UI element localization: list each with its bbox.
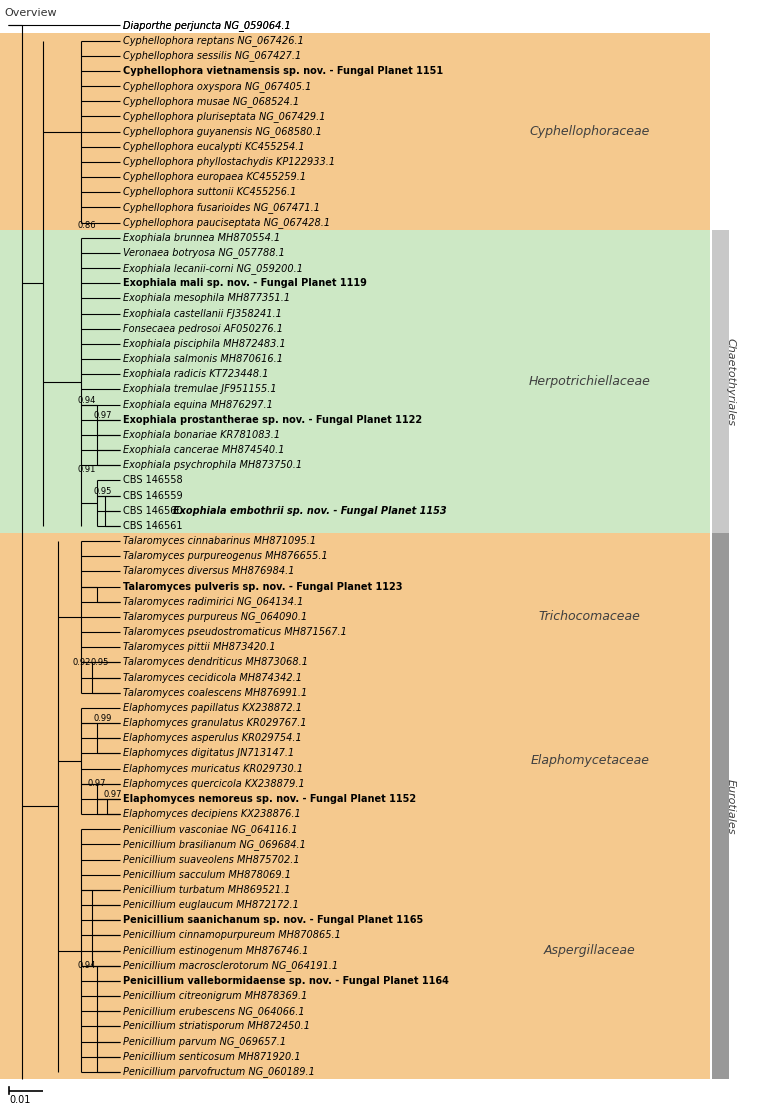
Text: Penicillium citreonigrum MH878369.1: Penicillium citreonigrum MH878369.1 bbox=[123, 991, 307, 1001]
Text: Aspergillaceae: Aspergillaceae bbox=[544, 944, 636, 957]
Text: Exophiala lecanii-corni NG_059200.1: Exophiala lecanii-corni NG_059200.1 bbox=[123, 263, 303, 274]
Text: Talaromyces coalescens MH876991.1: Talaromyces coalescens MH876991.1 bbox=[123, 687, 307, 697]
Text: Veronaea botryosa NG_057788.1: Veronaea botryosa NG_057788.1 bbox=[123, 248, 285, 259]
Text: Penicillium saanichanum sp. nov. - Fungal Planet 1165: Penicillium saanichanum sp. nov. - Funga… bbox=[123, 915, 423, 925]
Text: Cyphellophora fusarioides NG_067471.1: Cyphellophora fusarioides NG_067471.1 bbox=[123, 202, 320, 213]
Text: Cyphellophora europaea KC455259.1: Cyphellophora europaea KC455259.1 bbox=[123, 172, 306, 182]
Text: Elaphomyces decipiens KX238876.1: Elaphomyces decipiens KX238876.1 bbox=[123, 809, 300, 819]
Text: Cyphellophora vietnamensis sp. nov. - Fungal Planet 1151: Cyphellophora vietnamensis sp. nov. - Fu… bbox=[123, 66, 443, 76]
Text: Elaphomyces granulatus KR029767.1: Elaphomyces granulatus KR029767.1 bbox=[123, 718, 307, 728]
Text: Exophiala mali sp. nov. - Fungal Planet 1119: Exophiala mali sp. nov. - Fungal Planet … bbox=[123, 278, 366, 288]
Text: Cyphellophora reptans NG_067426.1: Cyphellophora reptans NG_067426.1 bbox=[123, 35, 303, 46]
Bar bbox=[0, 701, 710, 822]
Text: Exophiala embothrii sp. nov. - Fungal Planet 1153: Exophiala embothrii sp. nov. - Fungal Pl… bbox=[173, 506, 447, 516]
Text: Elaphomyces asperulus KR029754.1: Elaphomyces asperulus KR029754.1 bbox=[123, 734, 301, 744]
Text: Penicillium sacculum MH878069.1: Penicillium sacculum MH878069.1 bbox=[123, 870, 290, 880]
Bar bbox=[0, 534, 710, 701]
Text: Elaphomyces digitatus JN713147.1: Elaphomyces digitatus JN713147.1 bbox=[123, 748, 294, 758]
Text: Penicillium turbatum MH869521.1: Penicillium turbatum MH869521.1 bbox=[123, 885, 290, 895]
Text: CBS 146558: CBS 146558 bbox=[123, 475, 182, 485]
Text: Cyphellophora pluriseptata NG_067429.1: Cyphellophora pluriseptata NG_067429.1 bbox=[123, 110, 325, 122]
Text: Penicillium erubescens NG_064066.1: Penicillium erubescens NG_064066.1 bbox=[123, 1006, 304, 1017]
Text: Talaromyces pulveris sp. nov. - Fungal Planet 1123: Talaromyces pulveris sp. nov. - Fungal P… bbox=[123, 581, 402, 591]
Text: Cyphellophora pauciseptata NG_067428.1: Cyphellophora pauciseptata NG_067428.1 bbox=[123, 217, 330, 228]
Text: 0.94: 0.94 bbox=[78, 396, 96, 404]
Text: Talaromyces cecidicola MH874342.1: Talaromyces cecidicola MH874342.1 bbox=[123, 673, 302, 683]
Text: Exophiala psychrophila MH873750.1: Exophiala psychrophila MH873750.1 bbox=[123, 460, 302, 471]
Text: Penicillium macrosclerotorum NG_064191.1: Penicillium macrosclerotorum NG_064191.1 bbox=[123, 960, 338, 971]
Text: Penicillium euglaucum MH872172.1: Penicillium euglaucum MH872172.1 bbox=[123, 901, 299, 911]
Text: Penicillium parvum NG_069657.1: Penicillium parvum NG_069657.1 bbox=[123, 1036, 286, 1046]
Text: Cyphellophoraceae: Cyphellophoraceae bbox=[529, 125, 650, 138]
Text: Penicillium vasconiae NG_064116.1: Penicillium vasconiae NG_064116.1 bbox=[123, 823, 297, 834]
Text: 0.94: 0.94 bbox=[78, 961, 96, 970]
Text: Penicillium suaveolens MH875702.1: Penicillium suaveolens MH875702.1 bbox=[123, 854, 300, 864]
Text: Cyphellophora oxyspora NG_067405.1: Cyphellophora oxyspora NG_067405.1 bbox=[123, 81, 311, 92]
Bar bbox=[0, 230, 710, 534]
Text: Diaporthe perjuncta NG_059064.1: Diaporthe perjuncta NG_059064.1 bbox=[123, 20, 290, 31]
Bar bbox=[712, 230, 729, 534]
Text: 0.97: 0.97 bbox=[93, 411, 112, 420]
Text: Talaromyces pseudostromaticus MH871567.1: Talaromyces pseudostromaticus MH871567.1 bbox=[123, 627, 346, 638]
Text: Cyphellophora guyanensis NG_068580.1: Cyphellophora guyanensis NG_068580.1 bbox=[123, 126, 321, 137]
Text: Exophiala bonariae KR781083.1: Exophiala bonariae KR781083.1 bbox=[123, 430, 279, 440]
Text: Cyphellophora suttonii KC455256.1: Cyphellophora suttonii KC455256.1 bbox=[123, 187, 296, 197]
Bar bbox=[712, 534, 729, 1080]
Text: Exophiala tremulae JF951155.1: Exophiala tremulae JF951155.1 bbox=[123, 385, 276, 394]
Text: Penicillium striatisporum MH872450.1: Penicillium striatisporum MH872450.1 bbox=[123, 1021, 310, 1031]
Text: 0.86: 0.86 bbox=[78, 221, 96, 230]
Text: Talaromyces dendriticus MH873068.1: Talaromyces dendriticus MH873068.1 bbox=[123, 657, 307, 667]
Text: Elaphomyces nemoreus sp. nov. - Fungal Planet 1152: Elaphomyces nemoreus sp. nov. - Fungal P… bbox=[123, 793, 416, 803]
Text: Talaromyces radimirici NG_064134.1: Talaromyces radimirici NG_064134.1 bbox=[123, 597, 303, 607]
Text: Cyphellophora musae NG_068524.1: Cyphellophora musae NG_068524.1 bbox=[123, 96, 299, 107]
Text: Elaphomycetaceae: Elaphomycetaceae bbox=[530, 755, 650, 768]
Text: CBS 146559: CBS 146559 bbox=[123, 491, 182, 501]
Text: Talaromyces purpureus NG_064090.1: Talaromyces purpureus NG_064090.1 bbox=[123, 611, 307, 622]
Text: Talaromyces pittii MH873420.1: Talaromyces pittii MH873420.1 bbox=[123, 642, 275, 652]
Text: CBS 146560: CBS 146560 bbox=[123, 506, 192, 516]
Text: Exophiala mesophila MH877351.1: Exophiala mesophila MH877351.1 bbox=[123, 294, 289, 304]
Text: Penicillium cinnamopurpureum MH870865.1: Penicillium cinnamopurpureum MH870865.1 bbox=[123, 930, 341, 940]
Text: Penicillium vallebormidaense sp. nov. - Fungal Planet 1164: Penicillium vallebormidaense sp. nov. - … bbox=[123, 976, 449, 986]
Text: Talaromyces diversus MH876984.1: Talaromyces diversus MH876984.1 bbox=[123, 567, 294, 577]
Bar bbox=[0, 33, 710, 230]
Text: Exophiala equina MH876297.1: Exophiala equina MH876297.1 bbox=[123, 400, 272, 410]
Text: Cyphellophora sessilis NG_067427.1: Cyphellophora sessilis NG_067427.1 bbox=[123, 51, 301, 61]
Text: Chaetothyriales: Chaetothyriales bbox=[726, 338, 736, 425]
Text: 0.91: 0.91 bbox=[78, 465, 96, 474]
Text: 0.97: 0.97 bbox=[88, 779, 106, 788]
Text: 0.97: 0.97 bbox=[103, 790, 122, 799]
Text: Herpotrichiellaceae: Herpotrichiellaceae bbox=[528, 376, 651, 388]
Text: Exophiala cancerae MH874540.1: Exophiala cancerae MH874540.1 bbox=[123, 445, 284, 455]
Text: Cyphellophora eucalypti KC455254.1: Cyphellophora eucalypti KC455254.1 bbox=[123, 141, 304, 151]
Text: 0.95: 0.95 bbox=[93, 486, 112, 495]
Text: Talaromyces purpureogenus MH876655.1: Talaromyces purpureogenus MH876655.1 bbox=[123, 551, 327, 561]
Text: Penicillium brasilianum NG_069684.1: Penicillium brasilianum NG_069684.1 bbox=[123, 839, 306, 850]
Text: Elaphomyces papillatus KX238872.1: Elaphomyces papillatus KX238872.1 bbox=[123, 703, 302, 713]
Text: Exophiala radicis KT723448.1: Exophiala radicis KT723448.1 bbox=[123, 369, 268, 379]
Text: Penicillium estinogenum MH876746.1: Penicillium estinogenum MH876746.1 bbox=[123, 946, 308, 956]
Text: Fonsecaea pedrosoi AF050276.1: Fonsecaea pedrosoi AF050276.1 bbox=[123, 324, 282, 334]
Text: 0.95: 0.95 bbox=[90, 657, 109, 667]
Text: 0.99: 0.99 bbox=[93, 714, 112, 723]
Text: Overview: Overview bbox=[4, 8, 57, 18]
Text: Cyphellophora phyllostachydis KP122933.1: Cyphellophora phyllostachydis KP122933.1 bbox=[123, 157, 334, 167]
Text: Exophiala castellanii FJ358241.1: Exophiala castellanii FJ358241.1 bbox=[123, 308, 282, 318]
Text: Eurotiales: Eurotiales bbox=[726, 779, 736, 834]
Text: Exophiala prostantherae sp. nov. - Fungal Planet 1122: Exophiala prostantherae sp. nov. - Funga… bbox=[123, 414, 421, 424]
Text: CBS 146561: CBS 146561 bbox=[123, 520, 182, 530]
Text: Penicillium senticosum MH871920.1: Penicillium senticosum MH871920.1 bbox=[123, 1052, 300, 1062]
Text: Elaphomyces quercicola KX238879.1: Elaphomyces quercicola KX238879.1 bbox=[123, 779, 304, 789]
Text: Exophiala brunnea MH870554.1: Exophiala brunnea MH870554.1 bbox=[123, 233, 280, 243]
Text: Diaporthe perjuncta NG_059064.1: Diaporthe perjuncta NG_059064.1 bbox=[123, 20, 290, 31]
Text: 0.01: 0.01 bbox=[9, 1095, 31, 1105]
Text: Exophiala salmonis MH870616.1: Exophiala salmonis MH870616.1 bbox=[123, 354, 282, 364]
Text: Talaromyces cinnabarinus MH871095.1: Talaromyces cinnabarinus MH871095.1 bbox=[123, 536, 316, 546]
Text: Elaphomyces muricatus KR029730.1: Elaphomyces muricatus KR029730.1 bbox=[123, 764, 303, 774]
Bar bbox=[0, 822, 710, 1080]
Text: 0.92: 0.92 bbox=[72, 657, 91, 667]
Text: Penicillium parvofructum NG_060189.1: Penicillium parvofructum NG_060189.1 bbox=[123, 1066, 314, 1077]
Text: Trichocomaceae: Trichocomaceae bbox=[539, 610, 641, 623]
Text: Exophiala pisciphila MH872483.1: Exophiala pisciphila MH872483.1 bbox=[123, 339, 286, 349]
